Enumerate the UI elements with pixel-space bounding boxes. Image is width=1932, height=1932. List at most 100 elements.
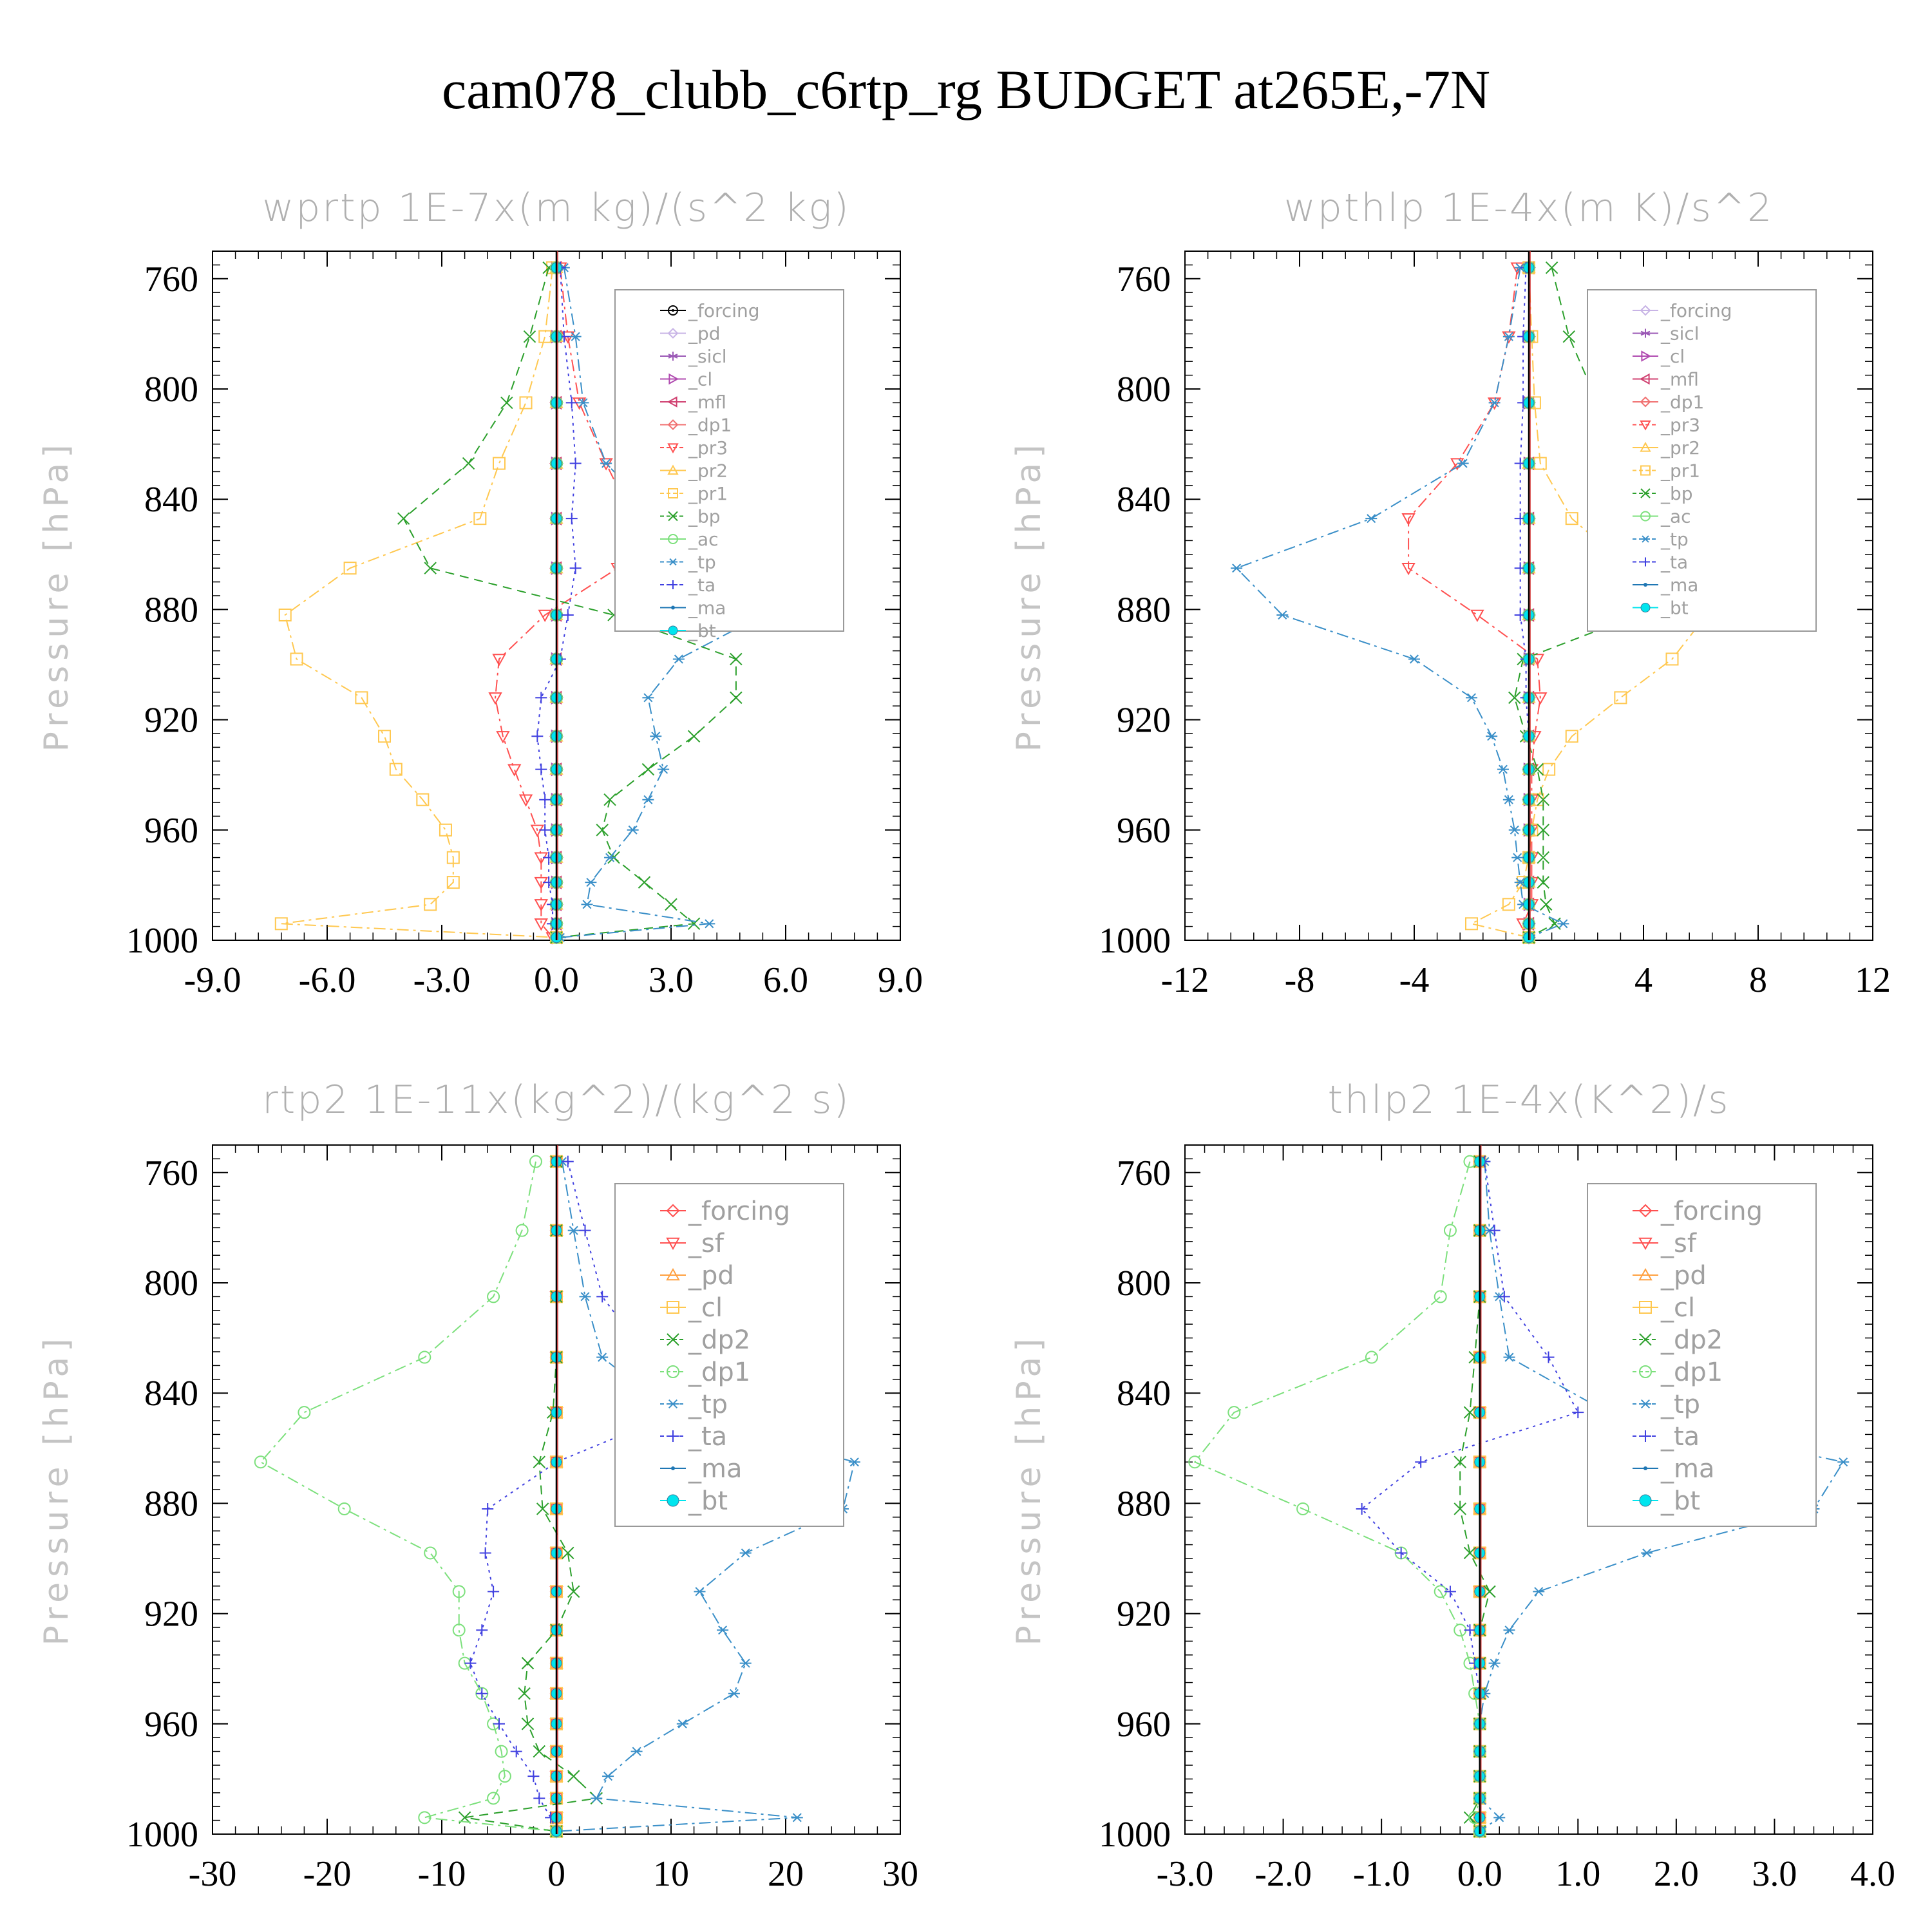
x-tick-label: -8 — [1285, 960, 1315, 1000]
data-point — [1665, 652, 1679, 666]
data-point — [600, 459, 612, 468]
x-tick-label: -20 — [303, 1854, 352, 1894]
series-ta — [1356, 1155, 1584, 1837]
legend-label: _pr1 — [1660, 460, 1700, 482]
data-point — [1539, 898, 1553, 911]
data-point — [1508, 825, 1520, 835]
legend-item: _ta — [1633, 552, 1688, 573]
legend-item: _sf — [660, 1229, 724, 1258]
data-point — [565, 513, 578, 525]
data-point — [496, 731, 510, 744]
data-point — [495, 1745, 508, 1758]
data-point — [462, 457, 475, 470]
legend-item: _dp1 — [1633, 1358, 1723, 1387]
y-tick-label: 800 — [144, 1264, 198, 1303]
y-tick-label: 960 — [144, 811, 198, 851]
chart-title: wprtp 1E-7x(m kg)/(s^2 kg) — [262, 185, 851, 231]
legend-label: _sf — [688, 1229, 724, 1258]
x-tick-label: 12 — [1855, 960, 1891, 1000]
y-axis-label: Pressure [hPa] — [1010, 440, 1048, 752]
legend-item: _sicl — [660, 346, 727, 367]
y-tick-label: 880 — [144, 1484, 198, 1524]
legend-label: _pd — [688, 1261, 734, 1291]
data-point — [1545, 261, 1558, 274]
y-tick-label: 920 — [144, 701, 198, 741]
data-point — [791, 1813, 803, 1823]
series-line — [1235, 267, 1565, 938]
data-point — [1463, 1811, 1477, 1824]
chart-title: wpthlp 1E-4x(m K)/s^2 — [1284, 185, 1774, 231]
data-point — [1537, 824, 1549, 837]
data-point — [591, 1794, 603, 1803]
data-point — [667, 1365, 679, 1378]
legend: _forcing _sf _pd_cl_dp2 _dp1 _tp _ta_ma_bt — [614, 1183, 844, 1527]
legend-item: _ma — [1633, 1454, 1714, 1484]
data-point — [1639, 1301, 1652, 1314]
legend-box — [1587, 289, 1817, 632]
legend-label: _bt — [688, 620, 716, 641]
data-point — [665, 898, 677, 911]
data-point — [1533, 692, 1548, 705]
legend-label: _bt — [1660, 1486, 1700, 1516]
y-tick-label: 960 — [1117, 811, 1171, 851]
data-point — [1401, 513, 1416, 526]
data-point — [1395, 1547, 1407, 1559]
legend-box — [614, 289, 844, 632]
legend-item: _bt — [660, 620, 716, 641]
series-tp — [554, 263, 799, 942]
x-tick-label: 4 — [1634, 960, 1653, 1000]
x-tick-label: 0.0 — [1457, 1854, 1502, 1894]
legend-label: _dp2 — [688, 1325, 750, 1355]
data-point — [667, 1399, 679, 1409]
legend-item: _dp1 — [660, 1358, 750, 1387]
data-point — [730, 652, 743, 666]
legend-item: _bt — [1633, 1486, 1700, 1516]
data-point — [493, 457, 506, 470]
legend-item: _forcing — [660, 300, 760, 321]
data-point — [1565, 730, 1578, 743]
data-point — [1457, 459, 1469, 468]
legend-item: _ta — [660, 1422, 727, 1452]
data-point — [518, 1687, 531, 1700]
data-point — [446, 876, 460, 889]
legend-label: _pd — [688, 323, 721, 345]
series-line — [1361, 1161, 1579, 1832]
legend-item: _sf — [1633, 1229, 1697, 1258]
data-point — [473, 512, 487, 526]
data-point — [1614, 691, 1627, 705]
legend-item: _tp — [1633, 1390, 1700, 1419]
legend-item: _pr3 — [1633, 415, 1700, 436]
data-point — [627, 825, 639, 835]
y-tick-label: 760 — [144, 260, 198, 299]
data-point — [539, 793, 551, 806]
data-point — [668, 511, 678, 522]
series-line — [281, 267, 557, 938]
x-tick-label: 0 — [1520, 960, 1538, 1000]
x-tick-label: -2.0 — [1255, 1854, 1312, 1894]
legend-label: _ac — [688, 529, 719, 550]
series-line — [260, 1161, 557, 1832]
data-point — [1639, 1365, 1652, 1378]
x-tick-label: -1.0 — [1353, 1854, 1410, 1894]
y-tick-label: 760 — [144, 1153, 198, 1193]
data-point — [1640, 488, 1651, 498]
data-point — [1415, 1456, 1427, 1468]
data-point — [1503, 1625, 1515, 1635]
data-point — [569, 457, 582, 469]
data-point — [1643, 1466, 1647, 1470]
legend-label: _bp — [688, 506, 721, 527]
data-point — [667, 1301, 679, 1314]
y-tick-label: 880 — [144, 590, 198, 630]
data-point — [1465, 917, 1478, 931]
x-tick-label: 3.0 — [649, 960, 694, 1000]
data-point — [1565, 512, 1578, 526]
legend-label: _ma — [688, 598, 726, 619]
data-point — [848, 1457, 860, 1467]
data-point — [676, 1719, 688, 1728]
data-point — [418, 1350, 431, 1364]
legend-label: _cl — [1660, 1293, 1695, 1323]
x-tick-label: 1.0 — [1555, 1854, 1600, 1894]
series-bp — [397, 261, 743, 944]
data-point — [1401, 563, 1416, 576]
marker-ring — [668, 305, 678, 316]
